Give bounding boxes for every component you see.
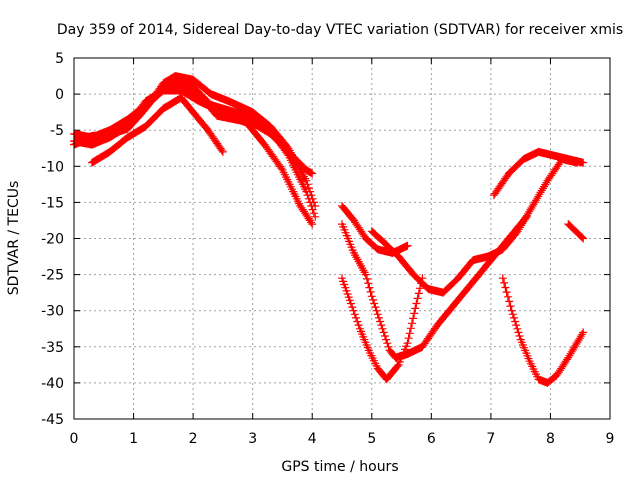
series-arc-4 <box>87 93 227 167</box>
y-tick-label: -15 <box>41 195 64 211</box>
y-tick-label: -25 <box>41 268 64 284</box>
x-tick-label: 1 <box>129 431 138 447</box>
x-tick-labels: 0 1 2 3 4 5 6 7 8 9 <box>70 431 615 447</box>
series-arc-5 <box>73 75 320 221</box>
x-tick-label: 8 <box>546 431 555 447</box>
series-arc-9 <box>367 155 582 297</box>
x-tick-label: 7 <box>486 431 495 447</box>
x-tick-label: 6 <box>427 431 436 447</box>
y-tick-label: -20 <box>41 232 64 248</box>
x-tick-label: 9 <box>606 431 615 447</box>
y-tick-label: 5 <box>55 51 64 67</box>
plot-frame <box>73 57 611 420</box>
x-tick-label: 0 <box>70 431 79 447</box>
y-tick-label: -35 <box>41 340 64 356</box>
y-tick-label: -10 <box>41 159 64 175</box>
y-tick-label: -30 <box>41 304 64 320</box>
data-points <box>498 274 588 387</box>
chart-title: Day 359 of 2014, Sidereal Day-to-day VTE… <box>57 22 623 38</box>
y-axis-label: SDTVAR / TECUs <box>6 181 22 296</box>
series-arc-11 <box>498 274 588 387</box>
y-tick-label: -40 <box>41 376 64 392</box>
data-points <box>489 147 588 200</box>
x-tick-label: 5 <box>367 431 376 447</box>
x-tick-label: 4 <box>308 431 317 447</box>
y-tick-labels: 5 0 -5 -10 -15 -20 -25 -30 -35 -40 -45 <box>41 51 64 428</box>
x-tick-label: 2 <box>189 431 198 447</box>
series-arc-8 <box>338 274 427 384</box>
series-arc-12 <box>564 220 588 243</box>
y-tick-label: -45 <box>41 412 64 428</box>
series-group <box>70 72 588 387</box>
y-tick-label: 0 <box>55 87 64 103</box>
y-tick-label: -5 <box>50 123 64 139</box>
data-points <box>73 75 320 221</box>
grid <box>73 57 611 420</box>
x-tick-label: 3 <box>248 431 257 447</box>
x-axis-label: GPS time / hours <box>281 459 398 475</box>
series-arc-10 <box>489 147 588 200</box>
data-points <box>338 274 427 384</box>
data-points <box>564 220 588 243</box>
data-points <box>87 93 227 167</box>
data-points <box>367 155 582 297</box>
